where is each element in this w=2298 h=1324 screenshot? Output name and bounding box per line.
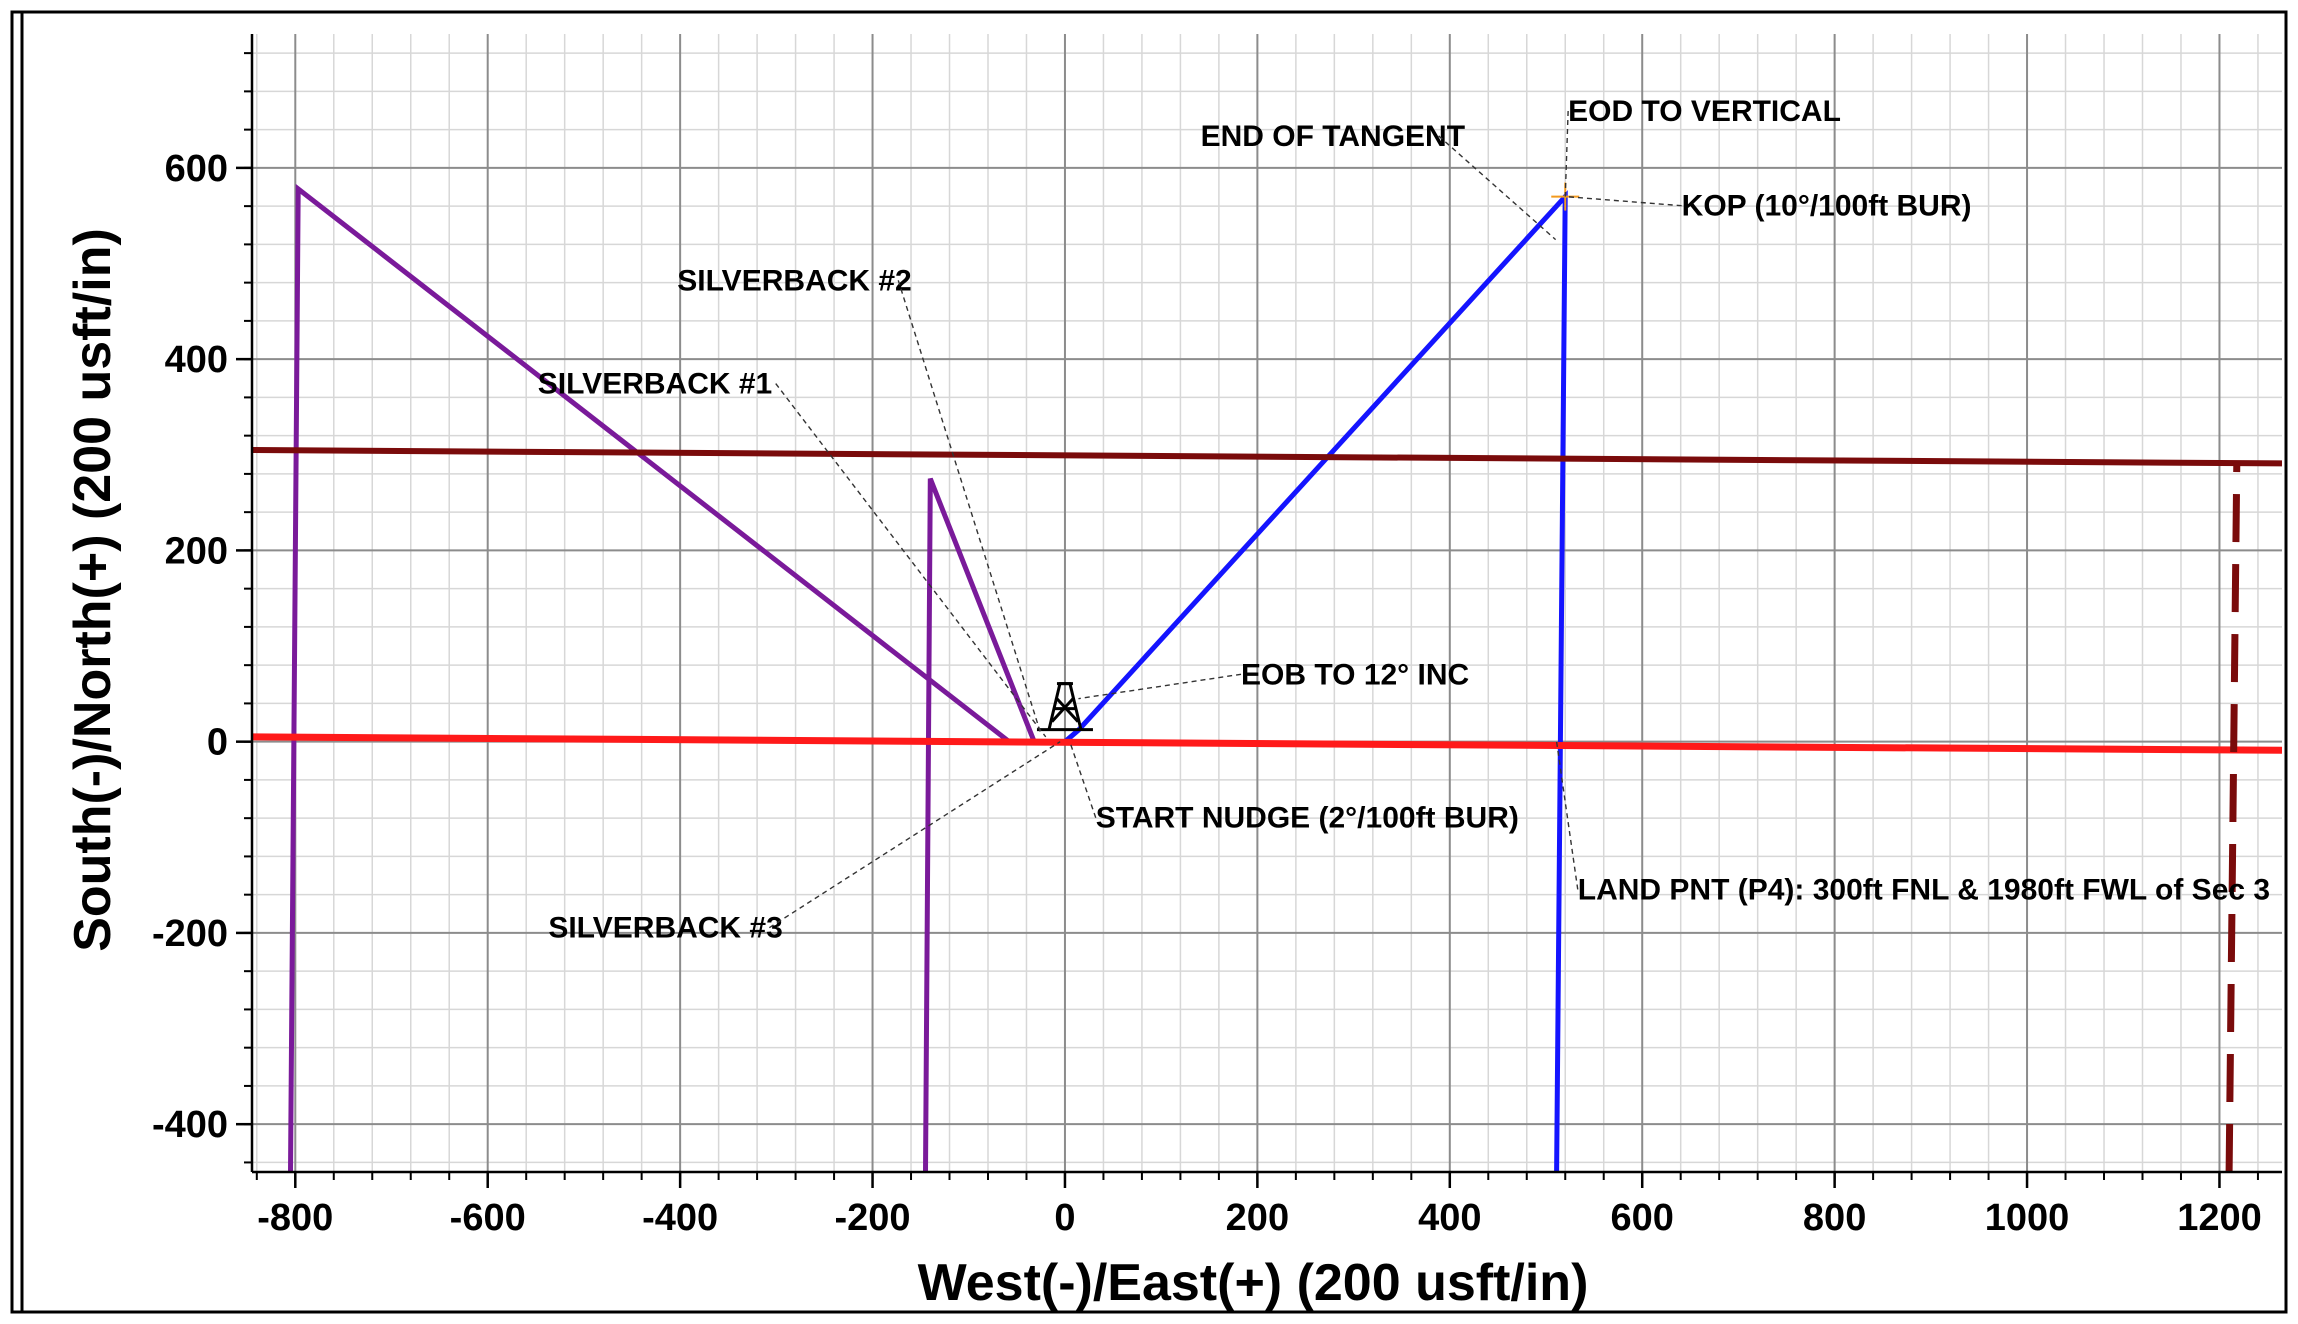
annotation-leader-line	[768, 741, 1061, 929]
y-axis-title: South(-)/North(+) (200 usft/in)	[64, 228, 122, 952]
series-lease-line-north	[251, 447, 2283, 467]
annotation-leader-line	[1565, 195, 1682, 207]
series-silverback-2	[288, 183, 1011, 1173]
annotation-label: EOD TO VERTICAL	[1568, 95, 1841, 128]
y-tick-label: 400	[165, 339, 228, 381]
x-tick-label: 0	[1054, 1197, 1075, 1239]
x-tick-label: 1200	[2177, 1197, 2262, 1239]
major-grid	[252, 34, 2282, 1172]
annotation-leader-line	[1069, 741, 1097, 818]
x-tick-label: 600	[1611, 1197, 1674, 1239]
annotations: EOD TO VERTICAL END OF TANGENT KOP (10°/10…	[538, 95, 2270, 945]
y-tick-label: 200	[165, 530, 228, 572]
series-planned-well	[1063, 190, 1568, 1173]
annotation-label: KOP (10°/100ft BUR)	[1682, 190, 1972, 223]
x-tick-label: -600	[450, 1197, 526, 1239]
annotation-label: SILVERBACK #1	[538, 368, 773, 401]
x-tick-label: -800	[257, 1197, 333, 1239]
annotation-leader-line	[775, 383, 1047, 738]
x-tick-label: 200	[1226, 1197, 1289, 1239]
series-section-line	[2225, 462, 2241, 1173]
axes	[236, 34, 2282, 1188]
annotation-label: LAND PNT (P4): 300ft FNL & 1980ft FWL of…	[1578, 873, 2270, 906]
x-tick-label: -200	[835, 1197, 911, 1239]
annotation-label: SILVERBACK #2	[677, 264, 912, 297]
x-axis-title: West(-)/East(+) (200 usft/in)	[918, 1254, 1589, 1312]
x-tick-label: -400	[642, 1197, 718, 1239]
x-tick-label: 1000	[1985, 1197, 2070, 1239]
series-lease-line-south	[251, 733, 2283, 754]
y-tick-label: -200	[152, 913, 228, 955]
series-silverback-1	[923, 477, 1037, 1173]
y-tick-label: 600	[165, 148, 228, 190]
annotation-label: START NUDGE (2°/100ft BUR)	[1096, 802, 1519, 835]
annotation-label: EOB TO 12° INC	[1241, 658, 1469, 691]
drilling-rig-icon	[1036, 682, 1093, 732]
annotation-leader-line	[1555, 741, 1579, 890]
annotation-leader-line	[1438, 135, 1557, 241]
y-tick-label: -400	[152, 1104, 228, 1146]
annotation-label: SILVERBACK #3	[548, 912, 783, 945]
annotation-leader-line	[1078, 673, 1242, 700]
x-tick-label: 400	[1418, 1197, 1481, 1239]
annotation-leader-line	[897, 280, 1042, 735]
y-tick-label: 0	[207, 722, 228, 764]
annotation-label: END OF TANGENT	[1201, 120, 1465, 153]
outer-border	[10, 10, 2288, 1314]
x-tick-label: 800	[1803, 1197, 1866, 1239]
plot-lines	[251, 183, 2283, 1173]
tick-labels: -800 -600 -400 -200 0 200 400 600 800 1000 1200 -40…	[152, 148, 2262, 1239]
